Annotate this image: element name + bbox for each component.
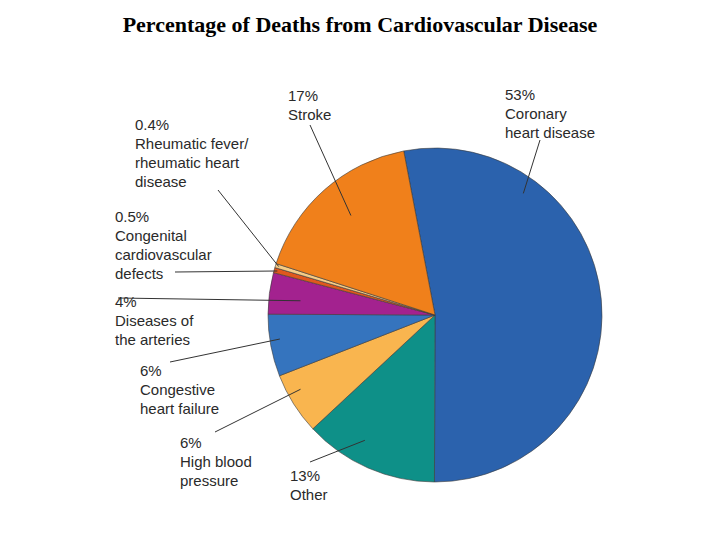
value-label: 0.5%: [115, 208, 149, 225]
slice-label: 0.5% Congenital cardiovascular defects: [115, 208, 212, 282]
slice-label: 4% Diseases of the arteries: [115, 293, 194, 348]
pie: [268, 148, 602, 482]
category-label: heart disease: [505, 124, 595, 141]
value-label: 13%: [290, 467, 320, 484]
slice-label: 13% Other: [290, 467, 328, 503]
category-label: Stroke: [288, 106, 331, 123]
labels: 53% Coronary heart disease 13% Other 6% High b…: [115, 86, 595, 503]
leader-line: [218, 190, 279, 267]
category-label: rheumatic heart: [135, 154, 240, 171]
category-label: Congenital: [115, 227, 187, 244]
category-label: the arteries: [115, 331, 190, 348]
leader-line: [310, 125, 351, 216]
category-label: pressure: [180, 472, 238, 489]
slice-label: 17% Stroke: [288, 87, 331, 123]
leaders: [118, 125, 540, 462]
category-label: Coronary: [505, 105, 567, 122]
category-label: heart failure: [140, 400, 219, 417]
slice-label: 6% Congestive heart failure: [140, 362, 219, 417]
slice-label: 53% Coronary heart disease: [505, 86, 595, 141]
chart: Percentage of Deaths from Cardiovascular…: [0, 0, 720, 540]
value-label: 4%: [115, 293, 137, 310]
category-label: defects: [115, 265, 163, 282]
leader-line: [523, 140, 540, 193]
slice-label: 0.4% Rheumatic fever/rheumatic heart disea…: [135, 116, 249, 190]
leader-line: [215, 389, 301, 432]
category-label: High blood: [180, 453, 252, 470]
leader-line: [118, 298, 300, 301]
value-label: 6%: [140, 362, 162, 379]
category-label: Congestive: [140, 381, 215, 398]
value-label: 6%: [180, 434, 202, 451]
value-label: 17%: [288, 87, 318, 104]
slice-label: 6% High blood pressure: [180, 434, 252, 489]
leader-line: [175, 271, 277, 272]
category-label: Rheumatic fever/: [135, 135, 249, 152]
title: Percentage of Deaths from Cardiovascular…: [123, 12, 598, 37]
slice: [268, 314, 435, 376]
slice: [276, 151, 435, 315]
category-label: disease: [135, 173, 187, 190]
value-label: 53%: [505, 86, 535, 103]
category-label: cardiovascular: [115, 246, 212, 263]
category-label: Other: [290, 486, 328, 503]
leader-line: [170, 339, 280, 362]
category-label: Diseases of: [115, 312, 194, 329]
value-label: 0.4%: [135, 116, 169, 133]
leader-line: [310, 440, 365, 462]
